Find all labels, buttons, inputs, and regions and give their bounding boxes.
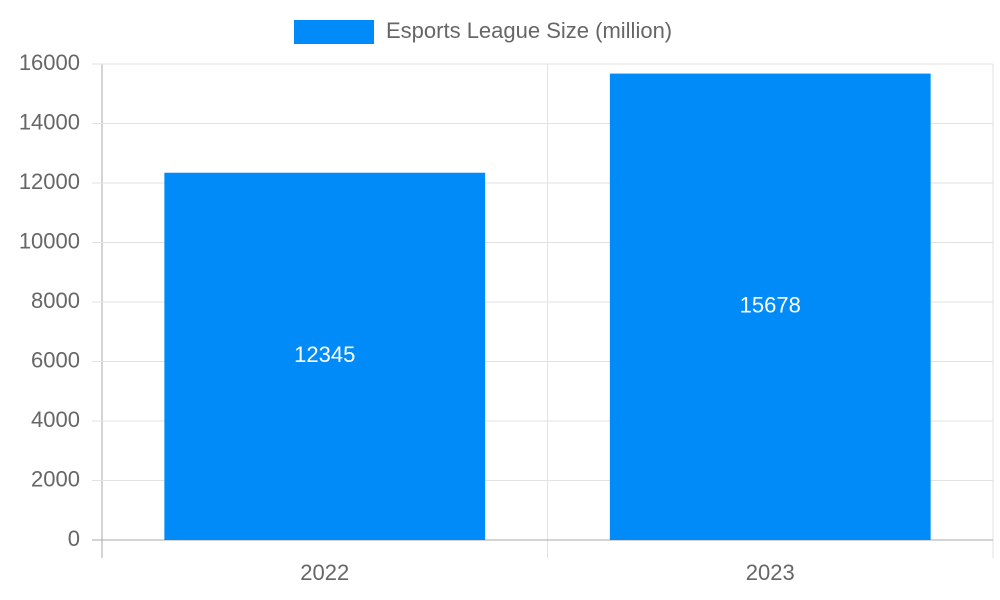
legend-swatch bbox=[294, 20, 374, 44]
x-tick-label: 2022 bbox=[300, 560, 349, 585]
y-tick-label: 14000 bbox=[19, 109, 80, 134]
legend-item: Esports League Size (million) bbox=[294, 18, 672, 44]
data-label: 15678 bbox=[740, 293, 801, 318]
y-tick-label: 2000 bbox=[31, 466, 80, 491]
y-tick-label: 0 bbox=[68, 526, 80, 551]
y-tick-label: 4000 bbox=[31, 407, 80, 432]
y-tick-label: 10000 bbox=[19, 228, 80, 253]
legend-label: Esports League Size (million) bbox=[386, 18, 672, 43]
y-tick-label: 6000 bbox=[31, 347, 80, 372]
data-label: 12345 bbox=[294, 342, 355, 367]
x-tick-label: 2023 bbox=[746, 560, 795, 585]
bar bbox=[164, 172, 486, 540]
y-tick-label: 12000 bbox=[19, 169, 80, 194]
bar bbox=[609, 73, 931, 540]
y-tick-label: 16000 bbox=[19, 50, 80, 75]
y-tick-label: 8000 bbox=[31, 288, 80, 313]
